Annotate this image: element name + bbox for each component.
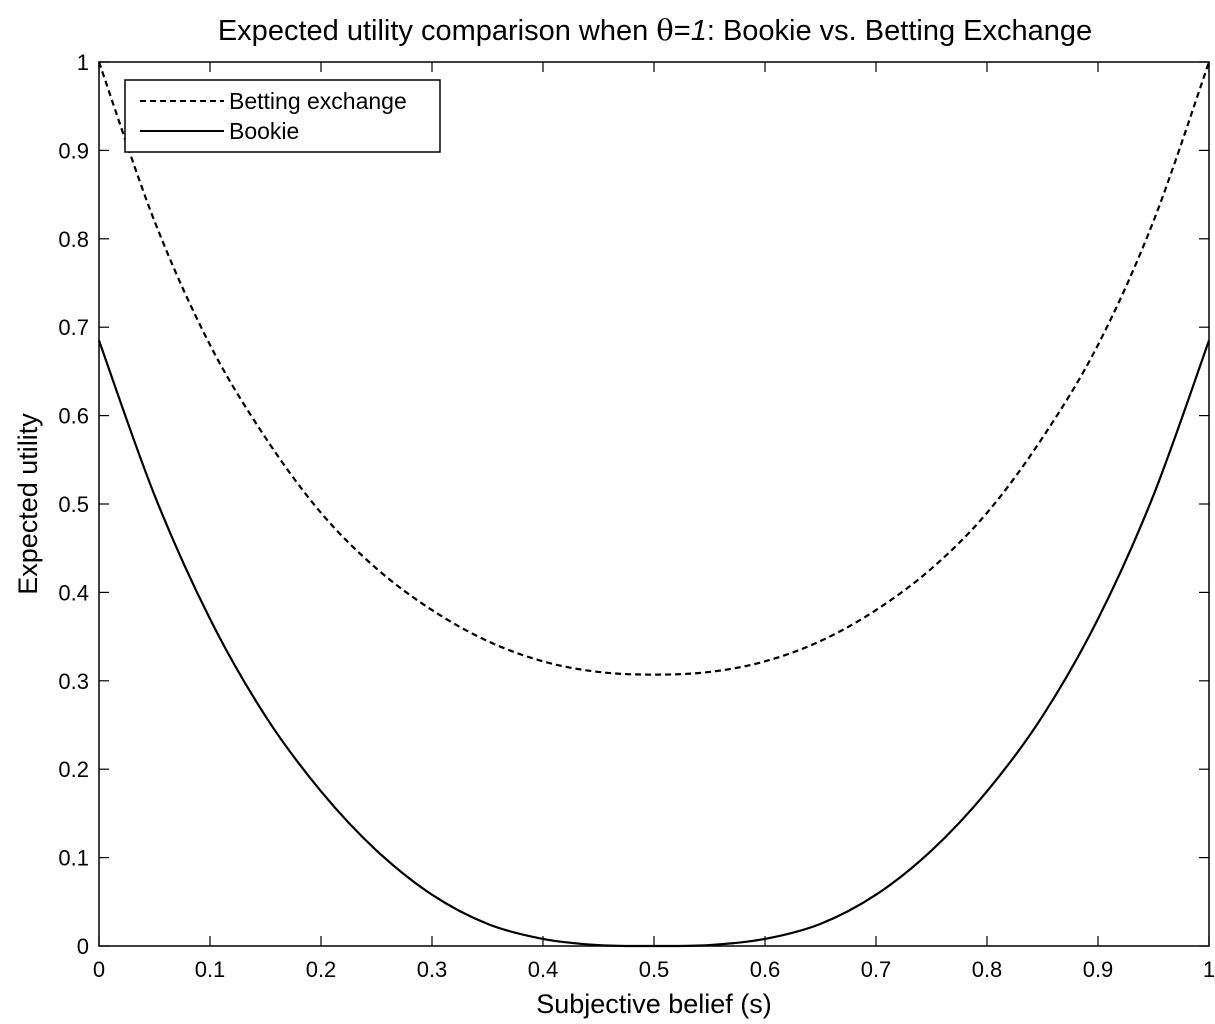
y-tick-label: 0.8: [58, 227, 89, 252]
x-tick-label: 0.6: [750, 957, 781, 982]
y-axis-label: Expected utility: [13, 413, 43, 595]
x-tick-label: 0.7: [861, 957, 892, 982]
x-tick-label: 0.4: [528, 957, 559, 982]
x-tick-label: 0.2: [306, 957, 337, 982]
y-tick-label: 0.5: [58, 492, 89, 517]
y-tick-label: 0: [77, 934, 89, 959]
legend-label-betting-exchange: Betting exchange: [229, 88, 407, 114]
legend-box: [124, 79, 441, 153]
x-tick-label: 0.3: [417, 957, 448, 982]
theta-symbol: θ: [656, 13, 673, 47]
y-tick-label: 0.1: [58, 846, 89, 871]
x-axis-label: Subjective belief (s): [536, 989, 772, 1019]
y-tick-label: 1: [77, 50, 89, 75]
series-layer: [97, 61, 1211, 948]
plot-area: [98, 61, 1210, 947]
y-tick-label: 0.7: [58, 315, 89, 340]
y-tick-label: 0.4: [58, 580, 89, 605]
y-tick-label: 0.3: [58, 669, 89, 694]
x-tick-label: 0.8: [972, 957, 1003, 982]
x-axis-ticks: 0 0.1 0.2 0.3 0.4 0.5 0.6 0.7 0.8 0.9 1: [93, 62, 1215, 982]
x-tick-label: 0.1: [195, 957, 226, 982]
y-tick-label: 0.6: [58, 404, 89, 429]
legend-label-bookie: Bookie: [229, 118, 299, 144]
x-tick-label: 0: [93, 957, 105, 982]
y-tick-label: 0.2: [58, 757, 89, 782]
series-line-betting-exchange: [97, 61, 1211, 676]
chart-title: Expected utility comparison when θ=1: Bo…: [218, 13, 1092, 47]
legend: Betting exchange Bookie: [124, 79, 441, 153]
x-tick-label: 0.9: [1083, 957, 1114, 982]
series-line-bookie: [97, 340, 1211, 948]
y-axis-ticks: 0 0.1 0.2 0.3 0.4 0.5 0.6 0.7 0.8 0.9 1: [58, 50, 1209, 959]
theta-value: 1: [691, 15, 707, 47]
x-tick-label: 1: [1203, 957, 1215, 982]
y-tick-label: 0.9: [58, 138, 89, 163]
x-tick-label: 0.5: [639, 957, 670, 982]
